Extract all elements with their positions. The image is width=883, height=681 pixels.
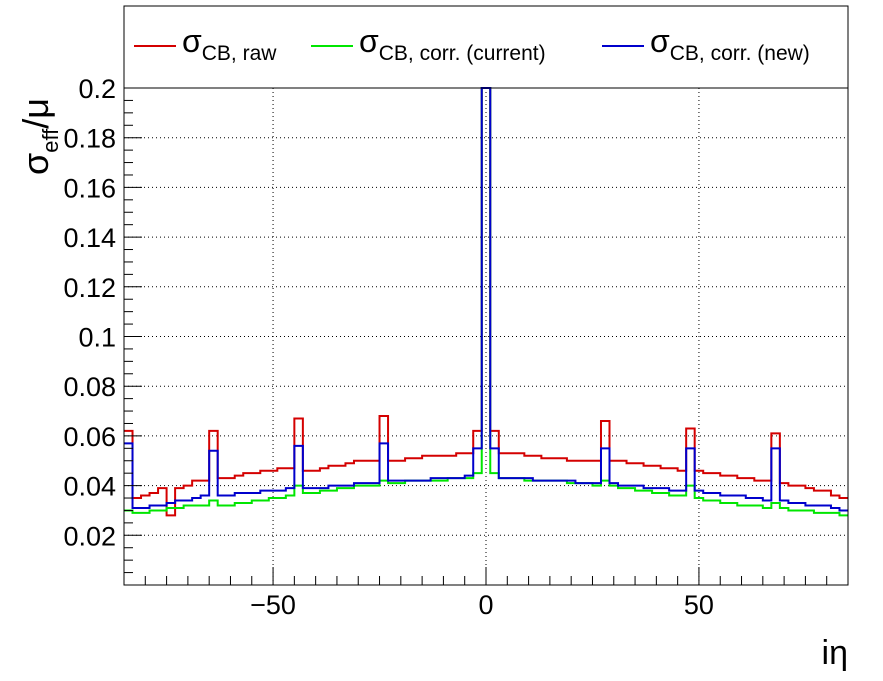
y-tick-label-8: 0.18	[63, 124, 116, 154]
y-axis-title: σeff/μ	[15, 98, 63, 175]
axis-ticks	[123, 87, 849, 585]
legend-box	[123, 5, 849, 89]
y-axis-title-sub: eff	[38, 128, 63, 153]
tick-labels: −50 0 50 0.02 0.04 0.06 0.08 0.1 0.12 0.14 0.16 0.1…	[63, 74, 714, 620]
legend-label-0: σCB, raw	[182, 23, 277, 65]
x-tick-label-0: −50	[250, 590, 296, 620]
legend-label-1: σCB, corr. (current)	[359, 23, 546, 65]
y-tick-label-7: 0.16	[63, 173, 116, 203]
legend-entries: σCB, raw σCB, corr. (current) σCB, corr. (…	[134, 23, 810, 65]
svg-text:σeff/μ: σeff/μ	[15, 98, 63, 175]
legend-label-main-0: σ	[182, 23, 202, 59]
y-tick-label-0: 0.02	[63, 521, 116, 551]
y-tick-label-4: 0.1	[78, 323, 116, 353]
y-axis-title-main: σ	[15, 153, 56, 175]
legend-label-main-1: σ	[359, 23, 379, 59]
y-tick-label-6: 0.14	[63, 223, 116, 253]
x-axis-title: iη	[822, 634, 848, 672]
legend-label-sub-2: CB, corr. (new)	[670, 42, 810, 65]
y-tick-label-1: 0.04	[63, 472, 116, 502]
legend-label-2: σCB, corr. (new)	[650, 23, 810, 65]
y-tick-label-5: 0.12	[63, 273, 116, 303]
legend-label-main-2: σ	[650, 23, 670, 59]
x-tick-label-2: 50	[684, 590, 714, 620]
legend-label-sub-1: CB, corr. (current)	[379, 42, 546, 65]
legend-label-sub-0: CB, raw	[202, 42, 278, 65]
y-tick-label-2: 0.06	[63, 422, 116, 452]
x-tick-label-1: 0	[478, 590, 493, 620]
legend	[123, 5, 849, 89]
y-tick-label-9: 0.2	[78, 74, 116, 104]
y-axis-title-tail: /μ	[15, 98, 56, 129]
y-tick-label-3: 0.08	[63, 372, 116, 402]
